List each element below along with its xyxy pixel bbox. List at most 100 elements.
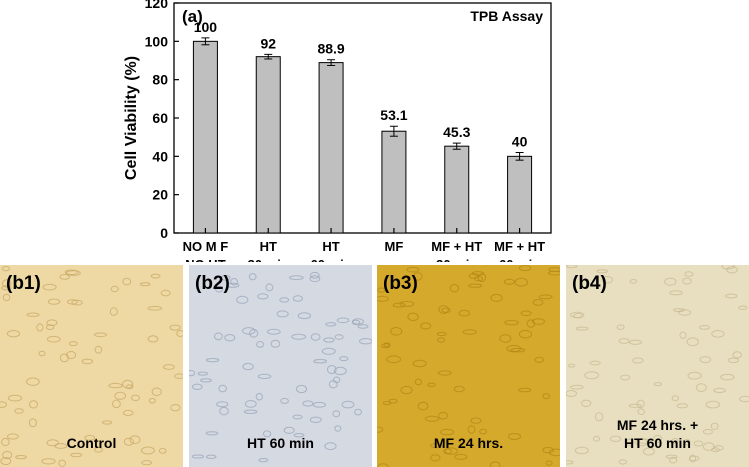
cell-shape (248, 273, 257, 281)
cell-shape (695, 383, 707, 392)
cell-shape (158, 447, 167, 454)
cell-shape (676, 403, 688, 409)
cell-shape (453, 385, 465, 393)
cell-shape (218, 384, 228, 393)
cell-shape (436, 337, 446, 343)
cell-shape (189, 370, 196, 377)
panel-tag: (b2) (195, 273, 230, 294)
cell-shape (279, 297, 290, 303)
cell-shape (566, 390, 577, 397)
cell-shape (727, 357, 739, 364)
cell-shape (108, 382, 123, 389)
cell-shape (382, 401, 392, 406)
cell-shape (427, 382, 436, 388)
cell-shape (542, 446, 554, 454)
cell-shape (532, 299, 544, 306)
panel-caption: MF 24 hrs. (433, 435, 504, 451)
cell-shape (109, 307, 118, 316)
cell-shape (518, 329, 533, 339)
cell-shape (710, 422, 719, 431)
y-tick-label: 40 (152, 148, 168, 164)
cell-shape (620, 374, 631, 381)
cell-shape (688, 455, 700, 462)
bar (318, 62, 344, 234)
cell-shape (489, 461, 501, 467)
cell-shape (176, 330, 183, 337)
cell-shape (64, 269, 79, 276)
cell-shape (71, 299, 83, 306)
cell-shape (336, 317, 350, 324)
cell-shape (441, 307, 451, 313)
cell-shape (377, 295, 389, 302)
plot-frame (173, 2, 552, 234)
cell-shape (38, 350, 46, 357)
cell-shape (388, 398, 398, 404)
cell-shape (14, 408, 24, 414)
cell-shape (1, 437, 10, 447)
cell-shape (276, 310, 289, 318)
cell-shape (570, 384, 584, 390)
y-tick-label: 20 (152, 187, 168, 203)
x-tick-label: MF + HT (494, 239, 545, 254)
cell-texture (377, 265, 560, 467)
cell-shape (548, 448, 560, 457)
cell-shape (359, 338, 372, 345)
cell-shape (46, 439, 59, 447)
cell-shape (381, 343, 391, 349)
y-tick-label: 80 (152, 72, 168, 88)
cell-shape (698, 325, 711, 330)
cell-shape (618, 338, 630, 344)
cell-shape (412, 359, 427, 368)
cell-shape (575, 326, 589, 331)
cell-shape (507, 433, 521, 440)
bar (192, 40, 218, 234)
cell-shape (226, 282, 240, 288)
x-axis: NO M F NO HT HT 30 min HT 60 min MF MF + HT 30 m… (183, 228, 545, 262)
cell-shape (684, 271, 694, 277)
cell-shape (574, 446, 589, 455)
cell-shape (141, 460, 153, 466)
cell-shape (503, 278, 515, 285)
cell-shape (407, 312, 419, 321)
micrograph-panel: (b2) HT 60 min (189, 265, 372, 467)
cell-shape (534, 356, 545, 363)
cell-shape (214, 332, 223, 341)
cell-shape (548, 267, 560, 272)
cell-shape (216, 401, 229, 408)
cell-shape (0, 457, 12, 466)
cell-shape (205, 358, 220, 363)
cell-shape (70, 452, 83, 458)
cell-shape (711, 330, 725, 338)
cell-shape (46, 335, 61, 343)
cell-shape (720, 373, 735, 381)
cell-shape (538, 294, 553, 300)
cell-shape (629, 279, 638, 284)
cell-shape (679, 331, 687, 339)
panel-tag: (b4) (572, 273, 607, 294)
cell-shape (215, 286, 224, 293)
cell-shape (110, 285, 119, 293)
cell-shape (420, 322, 432, 330)
cell-shape (140, 446, 155, 455)
cell-shape (725, 293, 738, 299)
cell-shape (291, 333, 307, 340)
cell-shape (125, 384, 134, 390)
cell-shape (2, 279, 12, 288)
cell-shape (93, 332, 108, 338)
cell-shape (54, 443, 68, 449)
cell-shape (258, 458, 269, 463)
cell-shape (94, 447, 103, 453)
cell-shape (682, 277, 692, 285)
cell-shape (293, 433, 305, 438)
cell-shape (609, 435, 622, 443)
cell-shape (683, 438, 691, 446)
cell-shape (678, 309, 692, 316)
cell-shape (653, 382, 663, 387)
cell-shape (102, 420, 113, 425)
cell-shape (280, 397, 289, 404)
cell-shape (671, 438, 679, 444)
cell-shape (163, 364, 175, 370)
cell-shape (328, 380, 338, 389)
cell-shape (150, 273, 161, 279)
cell-shape (454, 453, 468, 460)
